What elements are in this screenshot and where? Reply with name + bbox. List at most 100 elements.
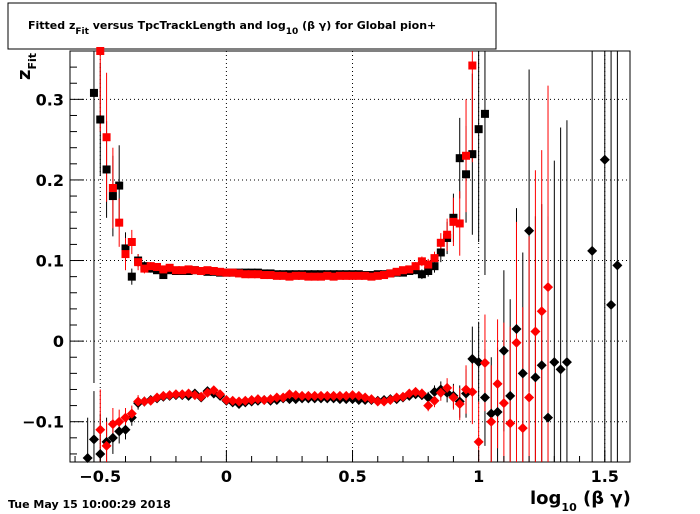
data-point-diamond <box>543 282 554 293</box>
data-point-diamond <box>240 395 251 406</box>
data-point-diamond <box>259 394 270 405</box>
x-tick-label: −0.5 <box>79 467 121 486</box>
data-point-square <box>373 271 382 280</box>
data-point-square <box>197 267 206 276</box>
data-point-square <box>228 268 237 277</box>
data-point-diamond <box>467 386 478 397</box>
data-point-square <box>462 151 471 160</box>
data-point-square <box>96 115 105 124</box>
data-point-diamond <box>170 389 181 400</box>
x-tick-label: 1 <box>473 467 484 486</box>
data-point-diamond <box>158 390 169 401</box>
data-point-diamond <box>479 392 490 403</box>
data-point-square <box>430 254 439 263</box>
data-point-diamond <box>612 260 623 271</box>
data-point-square <box>430 262 439 271</box>
y-tick-label: 0.1 <box>36 252 64 271</box>
data-point-diamond <box>498 345 509 356</box>
data-point-square <box>354 271 363 280</box>
data-point-square <box>127 237 136 246</box>
data-point-diamond <box>423 400 434 411</box>
data-point-diamond <box>543 412 554 423</box>
data-point-square <box>121 250 130 259</box>
data-point-diamond <box>473 436 484 447</box>
data-point-square <box>361 271 370 280</box>
x-tick-label: 1.5 <box>591 467 619 486</box>
data-point-square <box>279 271 288 280</box>
data-point-diamond <box>234 396 245 407</box>
data-point-square <box>398 266 407 275</box>
data-point-square <box>468 150 477 159</box>
data-point-diamond <box>95 424 106 435</box>
data-point-diamond <box>435 387 446 398</box>
data-point-diamond <box>486 416 497 427</box>
data-point-diamond <box>473 357 484 368</box>
data-point-square <box>159 265 168 274</box>
data-point-diamond <box>416 388 427 399</box>
data-point-diamond <box>492 407 503 418</box>
data-point-diamond <box>120 424 131 435</box>
chart-title: Fitted zFit versus TpcTrackLength and lo… <box>28 19 436 37</box>
data-point-diamond <box>505 418 516 429</box>
data-point-square <box>411 266 420 275</box>
x-tick-label: 0.5 <box>338 467 366 486</box>
data-point-diamond <box>107 432 118 443</box>
data-point-diamond <box>126 408 137 419</box>
data-point-square <box>253 270 262 279</box>
data-point-diamond <box>341 390 352 401</box>
data-point-diamond <box>372 396 383 407</box>
data-point-square <box>455 154 464 163</box>
data-point-square <box>190 266 199 275</box>
data-point-diamond <box>290 390 301 401</box>
data-point-diamond <box>587 245 598 256</box>
data-point-diamond <box>524 225 535 236</box>
data-point-square <box>121 244 130 253</box>
data-point-square <box>443 230 452 239</box>
y-tick-label: 0 <box>53 332 64 351</box>
data-point-diamond <box>517 368 528 379</box>
data-point-diamond <box>442 382 453 393</box>
data-point-square <box>115 218 124 227</box>
data-point-diamond <box>215 389 226 400</box>
data-point-square <box>260 271 269 280</box>
data-point-square <box>134 258 143 267</box>
data-point-diamond <box>479 357 490 368</box>
data-point-diamond <box>252 394 263 405</box>
data-point-diamond <box>309 390 320 401</box>
data-point-square <box>108 184 117 192</box>
data-point-square <box>462 170 471 179</box>
data-point-diamond <box>536 360 547 371</box>
data-point-diamond <box>429 395 440 406</box>
data-point-diamond <box>297 390 308 401</box>
data-point-square <box>146 262 155 271</box>
data-point-square <box>405 265 414 274</box>
data-point-diamond <box>271 392 282 403</box>
data-point-square <box>115 181 124 190</box>
data-point-square <box>386 269 395 278</box>
data-point-square <box>241 270 250 279</box>
data-point-diamond <box>139 396 150 407</box>
data-point-diamond <box>114 416 125 427</box>
data-point-square <box>222 268 231 277</box>
data-point-square <box>380 271 389 280</box>
data-point-square <box>127 272 136 281</box>
data-point-square <box>266 271 275 280</box>
data-point-square <box>342 271 351 280</box>
data-point-square <box>468 61 477 70</box>
data-point-diamond <box>208 385 219 396</box>
data-point-diamond <box>606 299 617 310</box>
data-point-square <box>436 248 445 257</box>
data-point-square <box>417 270 426 279</box>
data-markers <box>82 47 623 463</box>
data-point-square <box>96 47 105 55</box>
data-point-diamond <box>177 389 188 400</box>
data-point-square <box>310 272 319 281</box>
data-point-square <box>436 238 445 247</box>
data-point-diamond <box>246 394 257 405</box>
data-point-diamond <box>555 364 566 375</box>
data-point-square <box>102 165 111 174</box>
data-point-square <box>304 272 313 281</box>
plot-frame <box>69 50 631 463</box>
data-point-diamond <box>517 423 528 434</box>
